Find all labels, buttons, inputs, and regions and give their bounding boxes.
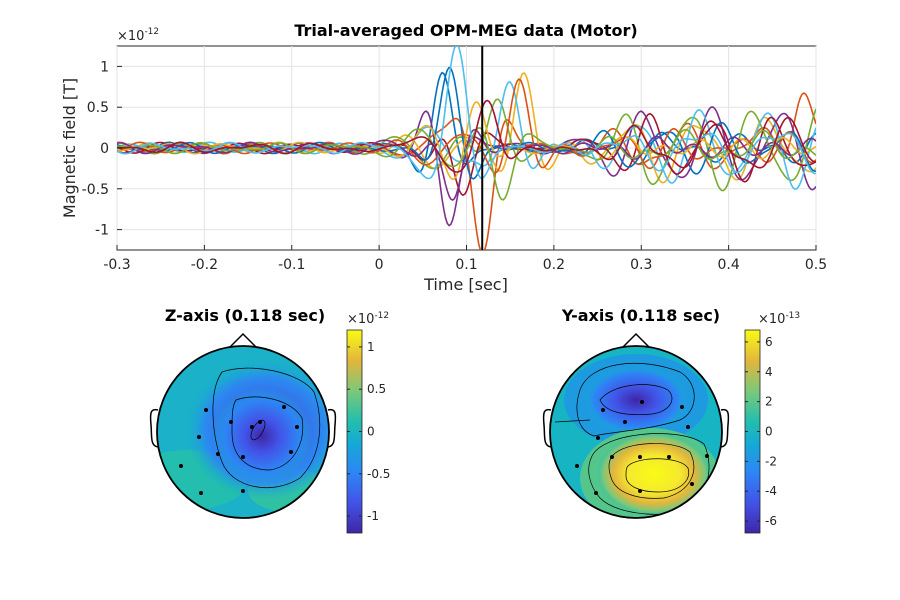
y-tick-label: -1 <box>95 223 109 239</box>
timeseries-y-exponent: ×10-12 <box>117 27 159 44</box>
z-head-nose <box>228 332 258 349</box>
colorbar-tick-label: -2 <box>765 454 777 468</box>
series-line-12 <box>117 127 816 201</box>
y-tick-label: 0 <box>100 141 109 157</box>
x-tick-label: 0.4 <box>717 257 739 273</box>
timeseries-y-label: Magnetic field [T] <box>60 78 79 218</box>
colorbar-tick-label: -0.5 <box>367 467 390 481</box>
z-head-right-ear <box>327 408 337 448</box>
colorbar-tick-label: 4 <box>765 365 773 379</box>
z-colorbar-exponent: ×10-12 <box>347 311 389 327</box>
colorbar-tick-label: -1 <box>367 509 379 523</box>
colorbar-tick-label: 0 <box>367 425 375 439</box>
timeseries-title: Trial-averaged OPM-MEG data (Motor) <box>294 21 637 40</box>
z-colorbar-ticks: 1 0.5 0 -0.5 -1 <box>347 340 390 523</box>
x-tick-label: 0.1 <box>455 257 477 273</box>
colorbar-tick-label: -6 <box>765 514 777 528</box>
x-tick-label: 0.5 <box>805 257 827 273</box>
y-colorbar-exponent: ×10-13 <box>758 311 800 327</box>
y-head-left-ear <box>542 408 552 448</box>
colorbar-tick-label: -4 <box>765 484 777 498</box>
y-tick-label: -0.5 <box>82 182 109 198</box>
z-topomap-title: Z-axis (0.118 sec) <box>165 306 325 325</box>
y-head-right-ear <box>720 408 730 448</box>
y-tick-label: 0.5 <box>87 100 109 116</box>
colorbar-tick-label: 6 <box>765 335 773 349</box>
timeseries-y-ticks: 1 0.5 0 -0.5 -1 <box>82 59 122 239</box>
series-line-5 <box>117 98 816 192</box>
x-tick-label: -0.2 <box>191 257 218 273</box>
y-head-fieldmap <box>550 346 722 518</box>
y-head-outline <box>549 345 723 519</box>
y-colorbar-ticks: 6 4 2 0 -2 -4 -6 <box>745 335 777 528</box>
x-tick-label: -0.3 <box>103 257 130 273</box>
z-head-fieldmap <box>157 346 329 518</box>
x-tick-label: 0 <box>375 257 384 273</box>
timeseries-chart: Trial-averaged OPM-MEG data (Motor) -0.3… <box>60 21 827 294</box>
timeseries-series <box>117 46 816 250</box>
z-head-left-ear <box>149 408 159 448</box>
colorbar-tick-label: 2 <box>765 395 773 409</box>
x-tick-label: 0.2 <box>543 257 565 273</box>
timeseries-x-ticks: -0.3 -0.2 -0.1 0 0.1 0.2 0.3 0.4 0.5 <box>103 245 827 273</box>
series-line-7 <box>117 112 816 197</box>
colorbar-tick-label: 0.5 <box>367 382 386 396</box>
z-sensor-dots <box>179 405 299 495</box>
y-head-nose <box>621 332 651 349</box>
series-line-14 <box>117 99 816 173</box>
y-tick-label: 1 <box>100 59 109 75</box>
z-head-outline <box>156 345 330 519</box>
y-sensor-dots <box>575 400 709 495</box>
z-axis-topomap: Z-axis (0.118 sec) 1 0.5 0 -0.5 -1 ×10-12 <box>149 306 390 534</box>
x-tick-label: 0.3 <box>630 257 652 273</box>
timeseries-x-label: Time [sec] <box>423 275 508 294</box>
x-tick-label: -0.1 <box>278 257 305 273</box>
y-topomap-title: Y-axis (0.118 sec) <box>561 306 720 325</box>
timeseries-grid <box>116 46 817 250</box>
colorbar-tick-label: 0 <box>765 425 773 439</box>
colorbar-tick-label: 1 <box>367 340 375 354</box>
